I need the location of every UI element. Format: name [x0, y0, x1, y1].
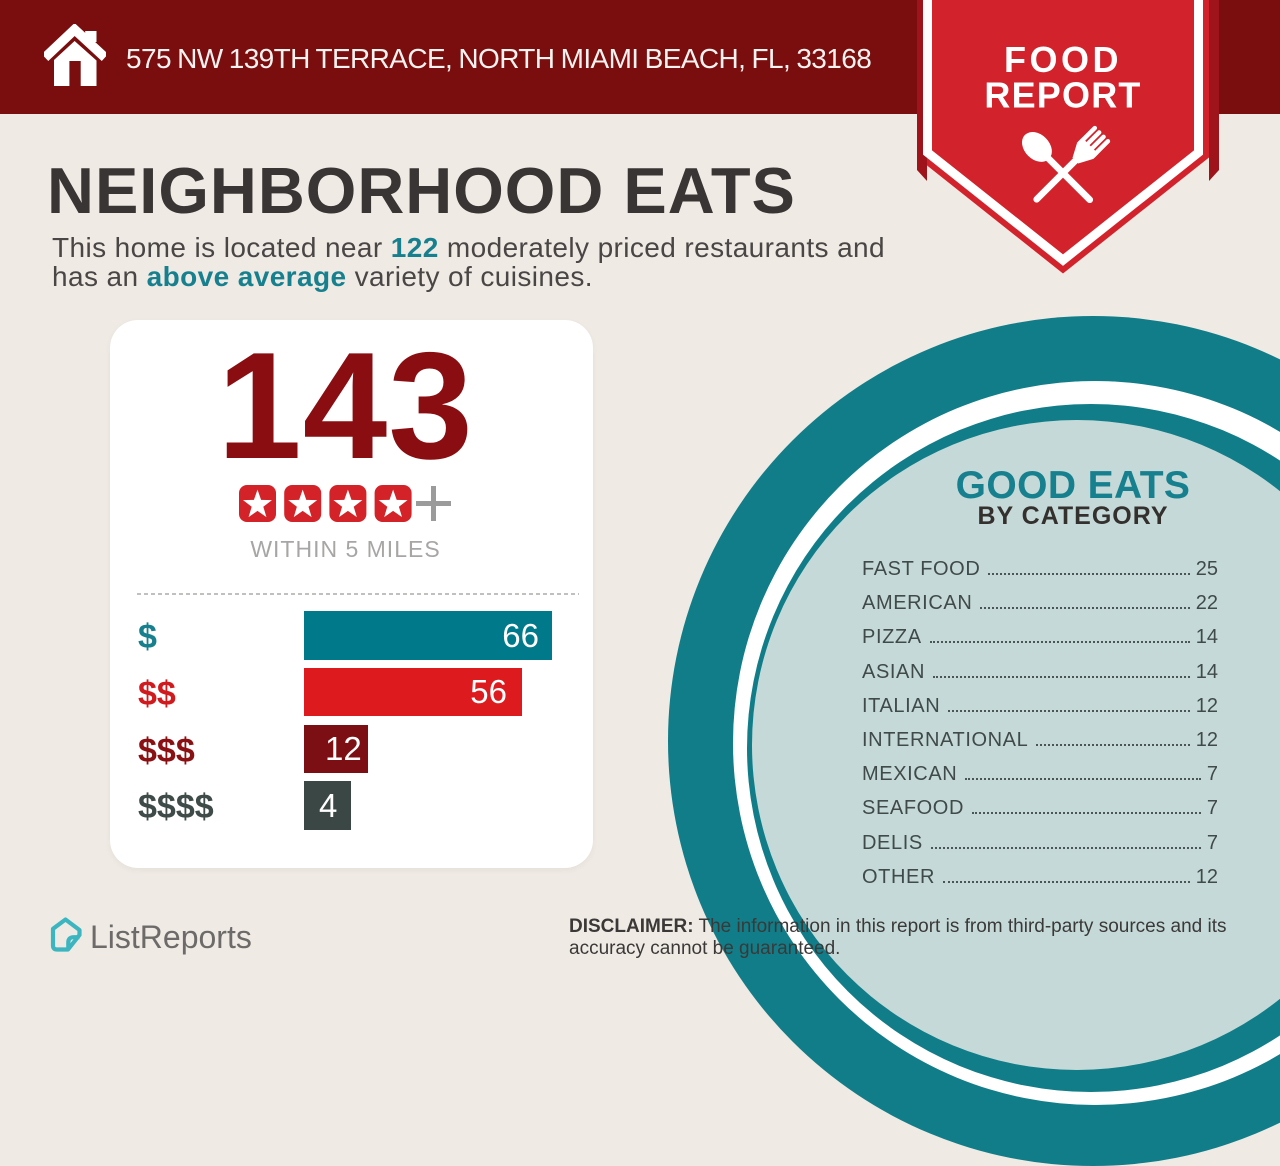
svg-text:FOOD: FOOD	[1004, 39, 1122, 80]
svg-text:REPORT: REPORT	[984, 75, 1141, 116]
